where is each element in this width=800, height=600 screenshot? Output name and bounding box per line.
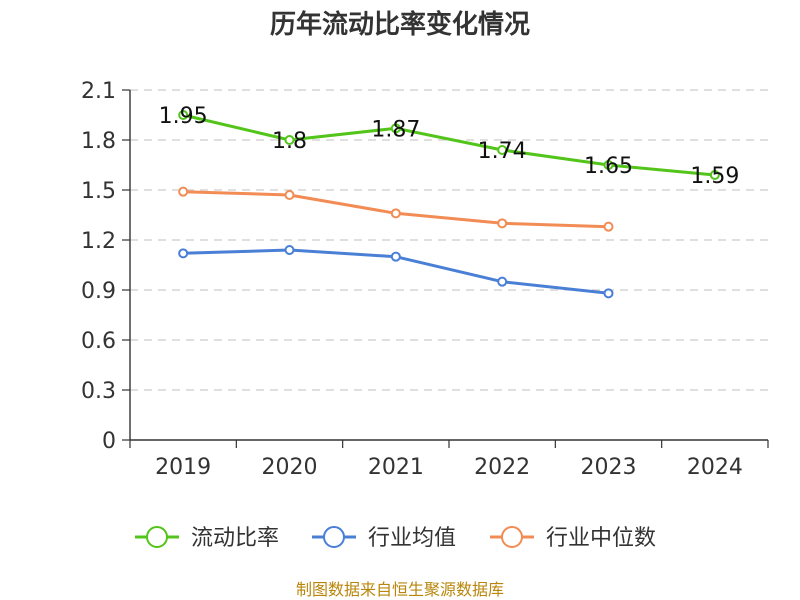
y-tick-label: 0 xyxy=(102,429,116,454)
data-point[interactable] xyxy=(603,288,614,299)
data-label: 1.87 xyxy=(371,117,420,142)
x-tick-label: 2021 xyxy=(368,455,424,480)
data-labels: 1.95 1.8 1.87 1.74 1.65 1.59 xyxy=(159,104,740,189)
source-note: 制图数据来自恒生聚源数据库 xyxy=(296,580,504,599)
data-point[interactable] xyxy=(284,245,295,255)
legend-marker xyxy=(501,526,523,548)
x-tick-label: 2022 xyxy=(474,455,530,480)
legend-marker xyxy=(323,526,345,548)
data-label: 1.59 xyxy=(690,164,739,189)
data-label: 1.8 xyxy=(272,129,307,154)
data-point[interactable] xyxy=(390,208,401,219)
data-point[interactable] xyxy=(178,248,189,259)
legend-label: 流动比率 xyxy=(191,526,279,551)
legend-label: 行业中位数 xyxy=(546,526,656,551)
y-tick-label: 0.9 xyxy=(81,279,116,304)
chart-title: 历年流动比率变化情况 xyxy=(270,9,530,40)
y-tick-label: 2.1 xyxy=(81,79,116,104)
data-point[interactable] xyxy=(497,276,508,287)
y-tick-label: 0.6 xyxy=(81,329,116,354)
data-point[interactable] xyxy=(390,123,401,134)
series-group xyxy=(178,110,720,299)
grid xyxy=(130,89,768,391)
data-point[interactable] xyxy=(284,190,295,200)
data-point[interactable] xyxy=(178,186,189,197)
data-point[interactable] xyxy=(178,110,189,120)
x-tick-label: 2023 xyxy=(581,455,637,480)
legend-item-0[interactable]: 流动比率 xyxy=(135,526,279,551)
y-tick-label: 1.2 xyxy=(81,229,116,254)
y-tick-label: 1.5 xyxy=(81,179,116,204)
legend-item-1[interactable]: 行业均值 xyxy=(312,526,456,551)
data-label: 1.74 xyxy=(478,139,527,164)
legend-item-2[interactable]: 行业中位数 xyxy=(490,526,656,551)
data-point[interactable] xyxy=(603,221,614,232)
data-point[interactable] xyxy=(284,135,295,145)
data-point[interactable] xyxy=(497,145,508,155)
x-tick-label: 2024 xyxy=(687,455,743,480)
legend[interactable]: 流动比率 行业均值 行业中位数 xyxy=(135,526,656,551)
data-point[interactable] xyxy=(497,218,508,229)
legend-marker xyxy=(146,526,168,548)
y-tick-label: 1.8 xyxy=(81,129,116,154)
x-tick-label: 2019 xyxy=(155,455,211,480)
data-point[interactable] xyxy=(390,251,401,262)
data-label: 1.95 xyxy=(159,104,208,129)
series-line-0 xyxy=(182,113,715,177)
x-tick-label: 2020 xyxy=(262,455,318,480)
data-label: 1.65 xyxy=(584,154,633,179)
data-point[interactable] xyxy=(709,170,720,180)
legend-label: 行业均值 xyxy=(368,526,456,551)
data-point[interactable] xyxy=(603,160,614,170)
y-tick-label: 0.3 xyxy=(81,379,116,404)
axes: 0 0.3 0.6 0.9 1.2 1.5 1.8 2.1 2019 2020 2021 2022 20… xyxy=(81,79,769,480)
